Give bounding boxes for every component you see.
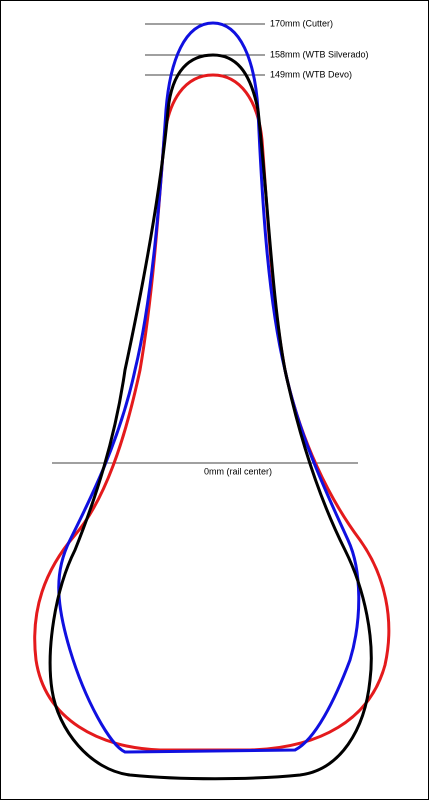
label: 149mm (WTB Devo)	[270, 69, 352, 79]
label: 158mm (WTB Silverado)	[270, 49, 369, 59]
label: 0mm (rail center)	[204, 466, 272, 476]
silverado-outline	[48, 53, 373, 781]
cutter-outline	[57, 21, 361, 754]
label: 170mm (Cutter)	[270, 18, 333, 28]
